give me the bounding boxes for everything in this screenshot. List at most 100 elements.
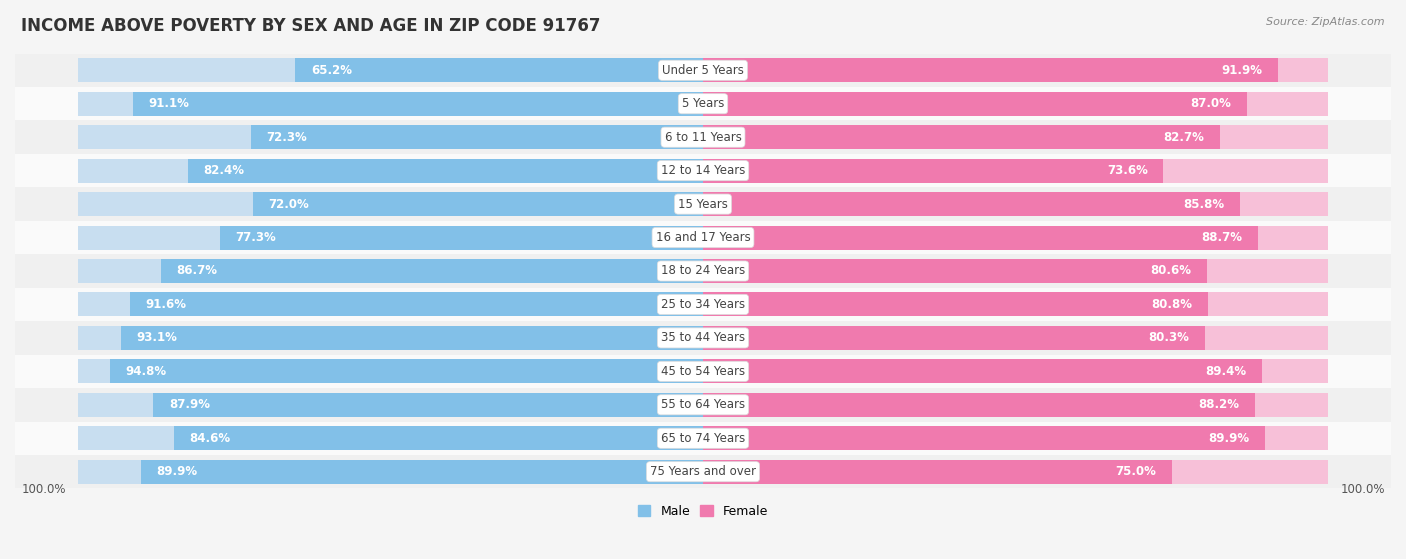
Text: 91.6%: 91.6% <box>146 298 187 311</box>
Bar <box>703 225 1329 249</box>
Bar <box>77 225 703 249</box>
Bar <box>15 354 1391 388</box>
Bar <box>703 92 1247 116</box>
Bar <box>703 326 1329 350</box>
Bar <box>703 159 1163 183</box>
Text: 16 and 17 Years: 16 and 17 Years <box>655 231 751 244</box>
Bar <box>703 426 1265 451</box>
Text: 65.2%: 65.2% <box>311 64 352 77</box>
Bar <box>703 359 1263 383</box>
Text: Source: ZipAtlas.com: Source: ZipAtlas.com <box>1267 17 1385 27</box>
Text: INCOME ABOVE POVERTY BY SEX AND AGE IN ZIP CODE 91767: INCOME ABOVE POVERTY BY SEX AND AGE IN Z… <box>21 17 600 35</box>
Bar <box>77 326 703 350</box>
Bar <box>77 292 703 316</box>
Bar <box>110 359 703 383</box>
Text: 86.7%: 86.7% <box>176 264 218 277</box>
Text: 100.0%: 100.0% <box>1340 482 1385 496</box>
Bar <box>295 58 703 82</box>
Bar <box>703 326 1205 350</box>
Text: 80.8%: 80.8% <box>1152 298 1192 311</box>
Bar <box>77 92 703 116</box>
Text: 45 to 54 Years: 45 to 54 Years <box>661 365 745 378</box>
Bar <box>703 259 1208 283</box>
Text: 82.7%: 82.7% <box>1164 131 1205 144</box>
Text: 91.9%: 91.9% <box>1222 64 1263 77</box>
Bar <box>15 421 1391 455</box>
Bar <box>15 87 1391 120</box>
Text: 73.6%: 73.6% <box>1107 164 1147 177</box>
Bar <box>703 125 1329 149</box>
Bar <box>134 92 703 116</box>
Text: 65 to 74 Years: 65 to 74 Years <box>661 432 745 445</box>
Text: 89.4%: 89.4% <box>1205 365 1247 378</box>
Text: 77.3%: 77.3% <box>235 231 276 244</box>
Bar <box>703 393 1254 417</box>
Text: 80.6%: 80.6% <box>1150 264 1191 277</box>
Bar <box>703 426 1329 451</box>
Text: 91.1%: 91.1% <box>149 97 190 110</box>
Bar <box>703 292 1329 316</box>
Legend: Male, Female: Male, Female <box>633 500 773 523</box>
Text: 93.1%: 93.1% <box>136 331 177 344</box>
Text: 75 Years and over: 75 Years and over <box>650 465 756 478</box>
Bar <box>703 259 1329 283</box>
Bar <box>121 326 703 350</box>
Bar <box>77 393 703 417</box>
Text: 87.0%: 87.0% <box>1191 97 1232 110</box>
Bar <box>15 154 1391 187</box>
Bar <box>703 393 1329 417</box>
Text: 25 to 34 Years: 25 to 34 Years <box>661 298 745 311</box>
Bar <box>219 225 703 249</box>
Text: 87.9%: 87.9% <box>169 399 209 411</box>
Bar <box>15 455 1391 489</box>
Bar <box>77 359 703 383</box>
Text: 80.3%: 80.3% <box>1149 331 1189 344</box>
Text: Under 5 Years: Under 5 Years <box>662 64 744 77</box>
Bar <box>703 58 1329 82</box>
Bar <box>703 159 1329 183</box>
Bar <box>703 58 1278 82</box>
Text: 100.0%: 100.0% <box>21 482 66 496</box>
Bar <box>15 187 1391 221</box>
Bar <box>141 459 703 484</box>
Bar <box>77 459 703 484</box>
Bar <box>77 426 703 451</box>
Text: 55 to 64 Years: 55 to 64 Years <box>661 399 745 411</box>
Bar <box>153 393 703 417</box>
Bar <box>703 292 1208 316</box>
Bar <box>703 192 1240 216</box>
Bar <box>703 459 1329 484</box>
Bar <box>703 125 1220 149</box>
Text: 5 Years: 5 Years <box>682 97 724 110</box>
Bar <box>703 459 1173 484</box>
Bar <box>77 125 703 149</box>
Text: 72.0%: 72.0% <box>269 197 309 211</box>
Bar <box>253 192 703 216</box>
Bar <box>703 225 1258 249</box>
Text: 75.0%: 75.0% <box>1115 465 1157 478</box>
Bar <box>174 426 703 451</box>
Text: 88.7%: 88.7% <box>1201 231 1241 244</box>
Bar <box>703 359 1329 383</box>
Text: 89.9%: 89.9% <box>156 465 197 478</box>
Text: 72.3%: 72.3% <box>266 131 307 144</box>
Bar <box>250 125 703 149</box>
Text: 84.6%: 84.6% <box>190 432 231 445</box>
Bar <box>703 192 1329 216</box>
Text: 82.4%: 82.4% <box>204 164 245 177</box>
Bar <box>15 388 1391 421</box>
Bar <box>15 321 1391 354</box>
Bar <box>15 254 1391 288</box>
Text: 35 to 44 Years: 35 to 44 Years <box>661 331 745 344</box>
Text: 88.2%: 88.2% <box>1198 399 1239 411</box>
Text: 18 to 24 Years: 18 to 24 Years <box>661 264 745 277</box>
Bar <box>15 221 1391 254</box>
Bar <box>77 192 703 216</box>
Text: 89.9%: 89.9% <box>1209 432 1250 445</box>
Bar <box>703 92 1329 116</box>
Text: 12 to 14 Years: 12 to 14 Years <box>661 164 745 177</box>
Text: 6 to 11 Years: 6 to 11 Years <box>665 131 741 144</box>
Bar <box>77 58 703 82</box>
Text: 15 Years: 15 Years <box>678 197 728 211</box>
Bar <box>160 259 703 283</box>
